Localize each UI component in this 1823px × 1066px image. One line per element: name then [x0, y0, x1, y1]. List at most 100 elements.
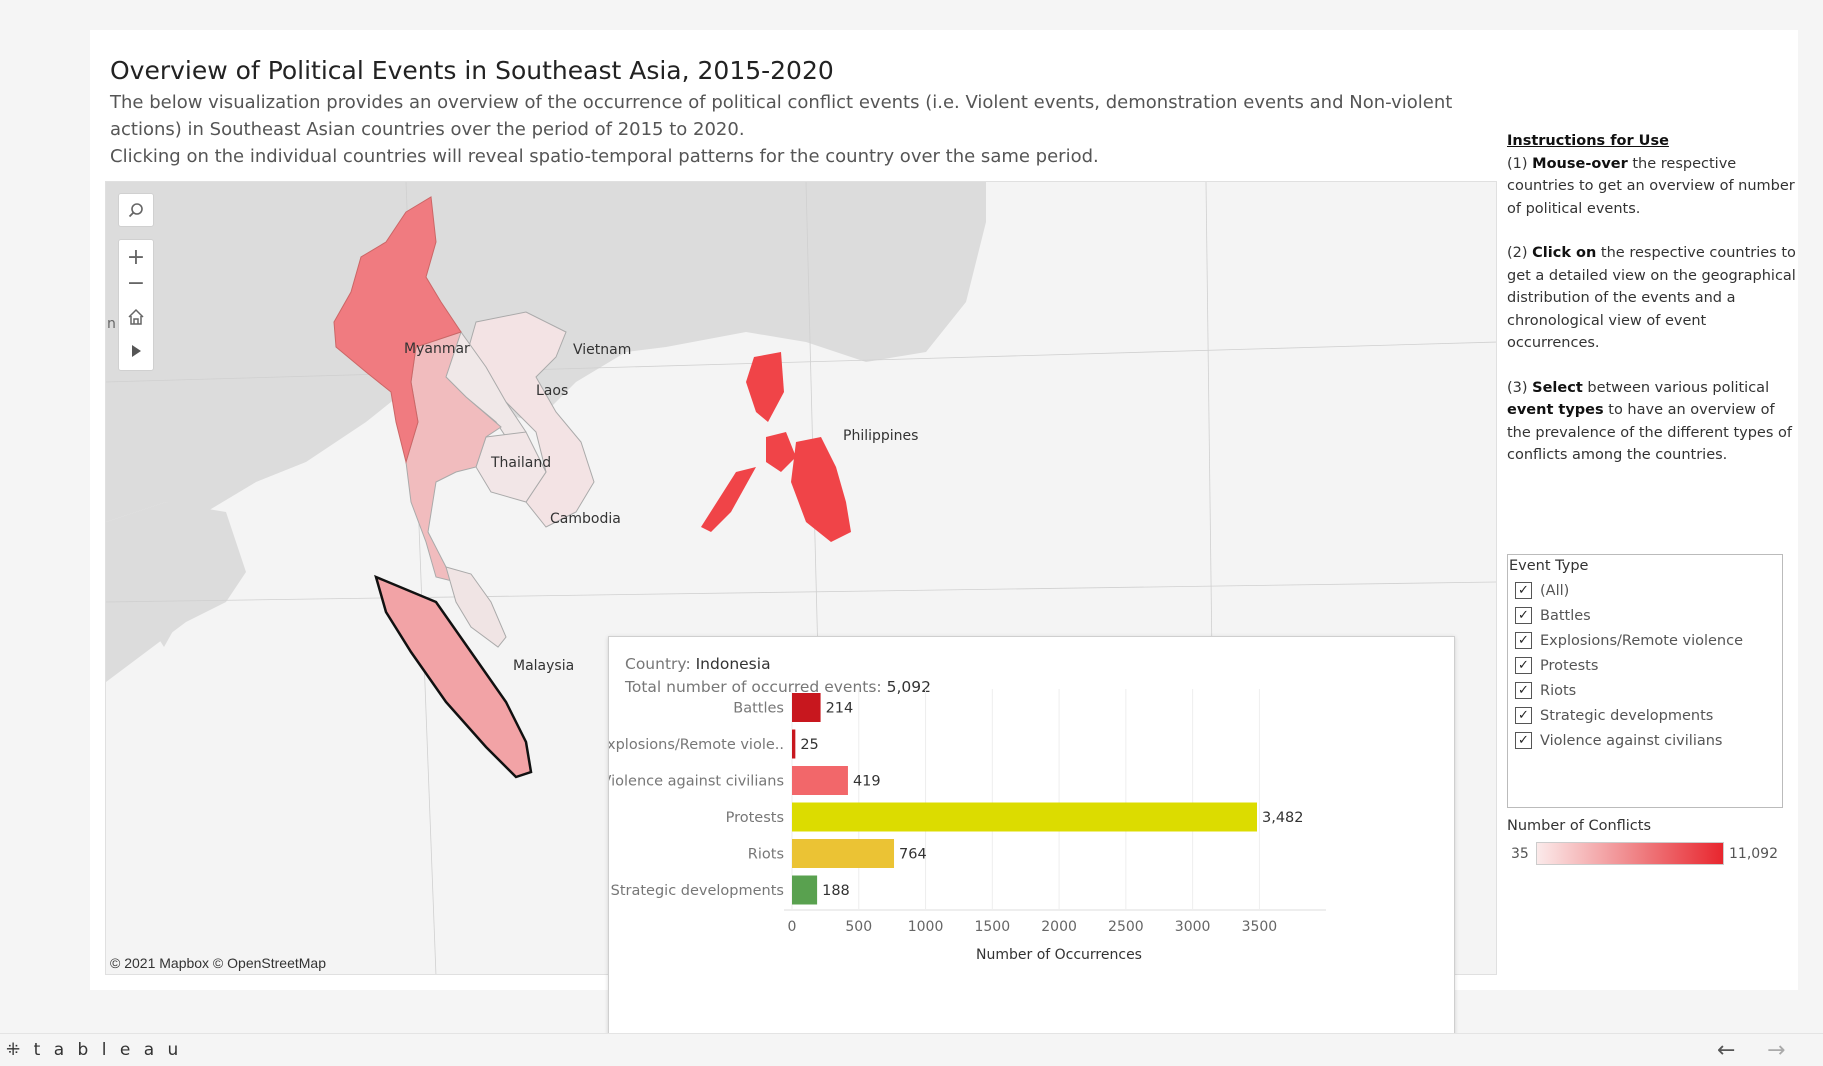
- tableau-logo[interactable]: ⁜ t a b l e a u: [6, 1040, 183, 1060]
- step-1-text: the respective countries to get an overv…: [1507, 155, 1795, 217]
- x-tick-label: 2000: [1041, 919, 1077, 935]
- bar: [792, 802, 1257, 832]
- x-tick-label: 3000: [1175, 919, 1211, 935]
- category-label: Protests: [726, 810, 784, 826]
- tooltip-total-value: 5,092: [886, 678, 931, 696]
- filter-item-label: Protests: [1540, 657, 1599, 674]
- data-label: 188: [822, 883, 850, 899]
- tooltip-country-label: Country:: [625, 655, 696, 673]
- event-type-filter: Event Type ✓ (All) ✓ Battles ✓ Explosions/R…: [1507, 554, 1783, 808]
- filter-item-violence-against-civilians[interactable]: ✓ Violence against civilians: [1509, 728, 1782, 753]
- zoom-in-button[interactable]: +: [126, 245, 146, 270]
- data-label: 419: [853, 774, 881, 790]
- checkbox[interactable]: ✓: [1515, 582, 1532, 599]
- instruction-step-1: (1) Mouse-over the respective countries …: [1507, 153, 1797, 221]
- tooltip-total-line: Total number of occurred events: 5,092: [625, 678, 931, 696]
- data-label: 214: [826, 701, 854, 717]
- checkbox[interactable]: ✓: [1515, 607, 1532, 624]
- tooltip-bar-chart: 0 500 1000 1500 2000 2500 3000 3500 Number of Oc…: [609, 689, 1326, 963]
- footer-bar: ⁜ t a b l e a u ← →: [0, 1033, 1823, 1066]
- x-tick-label: 1500: [974, 919, 1010, 935]
- filter-item-riots[interactable]: ✓ Riots: [1509, 678, 1782, 703]
- instructions-panel: Instructions for Use (1) Mouse-over the …: [1507, 130, 1797, 467]
- map-label-thailand: Thailand: [491, 455, 552, 471]
- map-label-malaysia: Malaysia: [513, 658, 575, 674]
- data-label: 3,482: [1262, 810, 1304, 826]
- color-legend: Number of Conflicts 35 11,092: [1507, 818, 1797, 865]
- legend-title: Number of Conflicts: [1507, 818, 1652, 834]
- instruction-step-2: (2) Click on the respective countries to…: [1507, 242, 1797, 355]
- zoom-out-button[interactable]: −: [126, 271, 146, 296]
- checkbox[interactable]: ✓: [1515, 632, 1532, 649]
- bar: [792, 693, 821, 722]
- map-label-cambodia: Cambodia: [550, 511, 621, 527]
- checkbox[interactable]: ✓: [1515, 707, 1532, 724]
- step-3-text: between various political: [1582, 379, 1770, 396]
- data-label: 764: [899, 847, 927, 863]
- x-axis-label: Number of Occurrences: [976, 947, 1142, 963]
- x-tick-label: 2500: [1108, 919, 1144, 935]
- country-tooltip: Country: Indonesia Total number of occur…: [608, 636, 1455, 1066]
- map-controls: + −: [118, 193, 154, 371]
- step-3-bold-2: event types: [1507, 402, 1604, 418]
- legend-min: 35: [1511, 845, 1529, 862]
- bar: [792, 839, 895, 868]
- legend-gradient: [1536, 842, 1724, 865]
- map-label-vietnam: Vietnam: [573, 342, 632, 358]
- map-philippines-luzon[interactable]: [746, 352, 784, 422]
- filter-item-label: Strategic developments: [1540, 707, 1714, 724]
- step-2-number: (2): [1507, 245, 1533, 261]
- category-label: Explosions/Remote viole..: [609, 737, 784, 753]
- filter-item-protests[interactable]: ✓ Protests: [1509, 653, 1782, 678]
- step-1-bold: Mouse-over: [1532, 155, 1628, 172]
- filter-item-label: (All): [1540, 582, 1570, 599]
- data-label: 25: [800, 737, 818, 753]
- tooltip-country-value: Indonesia: [695, 655, 771, 673]
- map-indonesia-sumatra[interactable]: [374, 574, 533, 779]
- x-tick-label: 1000: [908, 919, 944, 935]
- step-3-number: (3): [1507, 379, 1533, 396]
- category-label: Violence against civilians: [609, 774, 784, 790]
- reset-map-button[interactable]: [127, 300, 145, 334]
- filter-item-battles[interactable]: ✓ Battles: [1509, 603, 1782, 628]
- checkbox[interactable]: ✓: [1515, 657, 1532, 674]
- category-label: Battles: [733, 701, 784, 717]
- step-3-bold: Select: [1532, 379, 1583, 396]
- map-philippines-palawan[interactable]: [701, 467, 756, 532]
- map-myanmar[interactable]: [333, 196, 462, 464]
- description-line-2: actions) in Southeast Asian countries ov…: [110, 119, 745, 140]
- map-search-button[interactable]: [118, 193, 154, 227]
- map-malaysia[interactable]: [445, 566, 507, 648]
- description-line-1: The below visualization provides an over…: [110, 92, 1453, 113]
- filter-item-label: Battles: [1540, 607, 1591, 624]
- back-arrow-icon[interactable]: ←: [1717, 1038, 1736, 1063]
- category-label: Riots: [748, 847, 784, 863]
- map-toolbar-expand-button[interactable]: [130, 334, 142, 368]
- filter-item-explosions[interactable]: ✓ Explosions/Remote violence: [1509, 628, 1782, 653]
- tooltip-total-label: Total number of occurred events:: [625, 678, 887, 696]
- description-line-3: Clicking on the individual countries wil…: [110, 146, 1099, 167]
- step-2-bold: Click on: [1532, 245, 1597, 261]
- step-2-text: the respective countries to get a detail…: [1507, 245, 1796, 351]
- filter-item-label: Violence against civilians: [1540, 732, 1723, 749]
- instruction-step-3: (3) Select between various political eve…: [1507, 377, 1797, 467]
- x-tick-label: 3500: [1242, 919, 1278, 935]
- map-philippines-mindanao[interactable]: [791, 437, 851, 542]
- checkbox[interactable]: ✓: [1515, 682, 1532, 699]
- land-srilanka: [148, 572, 178, 647]
- map-attribution[interactable]: © 2021 Mapbox © OpenStreetMap: [110, 955, 326, 971]
- page-title: Overview of Political Events in Southeas…: [110, 56, 834, 85]
- home-icon: [128, 308, 144, 325]
- legend-max: 11,092: [1729, 845, 1778, 862]
- bar: [792, 729, 796, 759]
- bar: [792, 766, 848, 795]
- checkbox[interactable]: ✓: [1515, 732, 1532, 749]
- tooltip-country-line: Country: Indonesia: [625, 655, 771, 673]
- map-edge-letter: n: [107, 316, 116, 332]
- map-label-myanmar: Myanmar: [404, 341, 470, 357]
- forward-arrow-icon[interactable]: →: [1767, 1038, 1786, 1063]
- search-icon: [128, 203, 143, 218]
- filter-item-all[interactable]: ✓ (All): [1509, 578, 1782, 603]
- filter-item-strategic-developments[interactable]: ✓ Strategic developments: [1509, 703, 1782, 728]
- map-philippines-visayas[interactable]: [766, 432, 796, 472]
